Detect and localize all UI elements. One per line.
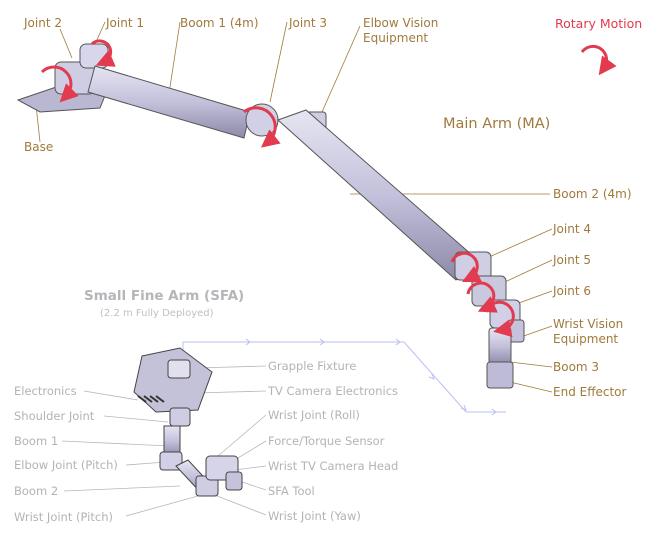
- sfa-shoulder-joint: [169, 407, 191, 427]
- sfa-extension-path: [182, 338, 506, 416]
- label-elbow-vision-line-1: Elbow Vision: [363, 16, 439, 30]
- rotation-arrows: [40, 39, 617, 338]
- label-sfa-boom-2: Boom 2: [14, 484, 59, 498]
- end-effector: [486, 361, 514, 389]
- label-elbow-vision-line-2: Equipment: [363, 31, 429, 45]
- label-wrist-vision-line-1: Wrist Vision: [553, 317, 624, 331]
- rotation-arrow-joint-1: [90, 39, 116, 67]
- rotation-arrow-joint-2: [40, 65, 79, 103]
- sfa-tool: [225, 471, 243, 491]
- label-electronics: Electronics: [14, 384, 77, 398]
- label-boom-1: Boom 1 (4m): [180, 16, 259, 30]
- sfa-electronics-box: [133, 347, 213, 413]
- label-wrist-joint-yaw: Wrist Joint (Yaw): [268, 509, 361, 523]
- label-grapple-fixture: Grapple Fixture: [268, 359, 357, 373]
- rotation-arrow-joint-4: [450, 251, 483, 283]
- label-end-effector: End Effector: [553, 385, 627, 399]
- label-elbow-vision-equipment: Elbow Vision Equipment: [363, 16, 438, 46]
- rotary-motion-legend-arrow: [580, 44, 617, 76]
- label-boom-3: Boom 3: [553, 360, 600, 374]
- label-joint-3: Joint 3: [289, 16, 327, 30]
- label-base: Base: [24, 140, 54, 154]
- label-wrist-vision-equipment: Wrist Vision Equipment: [553, 317, 623, 347]
- label-wrist-joint-pitch: Wrist Joint (Pitch): [14, 510, 113, 524]
- label-joint-4: Joint 4: [553, 222, 591, 236]
- rotary-motion-legend: Rotary Motion: [555, 16, 643, 31]
- label-joint-2: Joint 2: [24, 16, 62, 30]
- label-shoulder-joint: Shoulder Joint: [14, 409, 95, 423]
- small-fine-arm: [133, 347, 243, 497]
- label-wrist-joint-roll: Wrist Joint (Roll): [268, 408, 360, 422]
- sfa-connector-pins: [137, 395, 165, 403]
- label-joint-5: Joint 5: [553, 253, 591, 267]
- rotation-arrow-joint-3: [243, 106, 281, 148]
- sfa-subtitle: (2.2 m Fully Deployed): [100, 308, 214, 319]
- boom-1-tube: [87, 65, 251, 139]
- label-tv-camera-electronics: TV Camera Electronics: [268, 384, 399, 398]
- main-arm-title: Main Arm (MA): [443, 116, 551, 132]
- label-joint-1: Joint 1: [106, 16, 144, 30]
- label-joint-6: Joint 6: [553, 284, 591, 298]
- label-sfa-boom-1: Boom 1: [14, 434, 59, 448]
- label-elbow-joint-pitch: Elbow Joint (Pitch): [14, 458, 118, 472]
- main-arm-leader-lines: [35, 21, 553, 393]
- label-wrist-tv-camera-head: Wrist TV Camera Head: [268, 459, 399, 473]
- boom-2-tube: [277, 109, 481, 281]
- sfa-grapple-fixture: [167, 359, 191, 379]
- label-force-torque-sensor: Force/Torque Sensor: [268, 434, 385, 448]
- label-wrist-vision-line-2: Equipment: [553, 332, 619, 346]
- joint-1-housing: [79, 43, 109, 69]
- boom-3-tube: [488, 327, 512, 365]
- sfa-title: Small Fine Arm (SFA): [84, 288, 245, 304]
- label-sfa-tool: SFA Tool: [268, 484, 315, 498]
- label-boom-2: Boom 2 (4m): [553, 187, 632, 201]
- rotation-arrow-joint-6: [484, 300, 515, 338]
